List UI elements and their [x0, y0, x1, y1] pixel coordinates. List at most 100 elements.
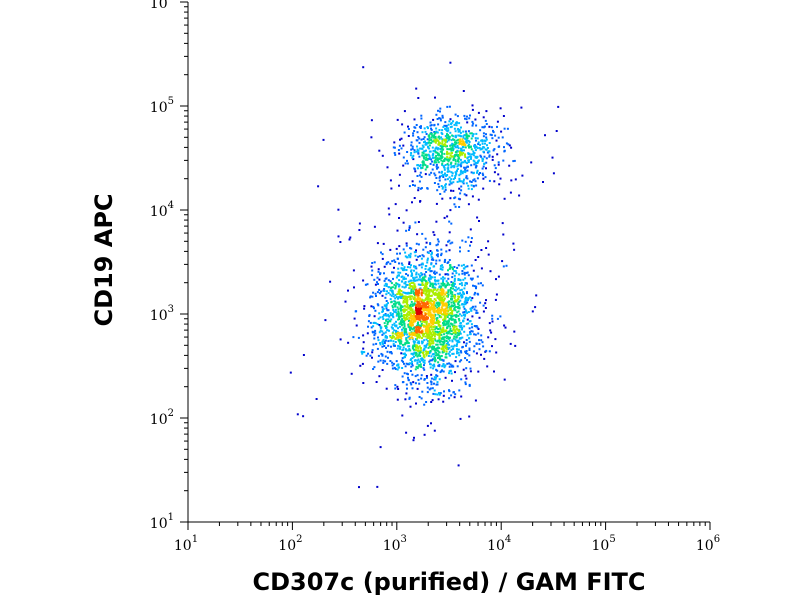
event-point [414, 338, 417, 341]
event-point [426, 138, 429, 141]
event-point [441, 142, 444, 145]
event-point [394, 324, 396, 327]
event-point [324, 319, 327, 322]
event-point [464, 282, 467, 284]
event-point [469, 155, 472, 158]
event-point [452, 120, 454, 123]
event-point [471, 153, 474, 156]
event-point [497, 161, 500, 164]
event-point [492, 131, 495, 134]
event-point [397, 308, 400, 311]
event-point [402, 315, 405, 318]
event-point [407, 349, 410, 352]
event-point [439, 371, 442, 374]
event-point [443, 333, 446, 336]
event-point [428, 330, 431, 333]
event-point [394, 304, 397, 307]
event-point [454, 130, 457, 133]
event-point [373, 261, 376, 264]
event-point [424, 267, 427, 270]
event-point [467, 311, 470, 313]
event-point [412, 281, 415, 284]
event-point [418, 364, 421, 367]
event-point [458, 283, 461, 285]
event-point [441, 307, 444, 310]
event-point [459, 158, 462, 161]
event-point [403, 325, 406, 328]
event-point [434, 305, 437, 308]
event-point [417, 278, 420, 281]
event-point [399, 271, 402, 274]
event-point [425, 241, 428, 244]
event-point [482, 174, 485, 177]
event-point [448, 220, 451, 223]
event-point [453, 155, 456, 158]
event-point [427, 314, 430, 317]
event-point [456, 341, 459, 344]
event-point [472, 184, 475, 187]
event-point [465, 166, 468, 169]
event-point [353, 317, 356, 320]
event-point [398, 292, 401, 295]
event-point [509, 342, 512, 345]
event-point [453, 283, 456, 285]
event-point [461, 239, 464, 242]
event-point [437, 282, 440, 285]
event-point [454, 329, 457, 332]
event-point [394, 341, 397, 343]
event-point [459, 246, 461, 249]
event-point [370, 136, 373, 139]
event-point [474, 118, 477, 121]
event-point [422, 302, 425, 304]
event-point [463, 166, 466, 169]
event-point [461, 303, 464, 305]
event-point [433, 136, 435, 139]
event-point [422, 361, 425, 364]
event-point [430, 332, 432, 335]
event-point [444, 164, 447, 166]
event-point [394, 203, 397, 206]
event-point [390, 282, 393, 285]
event-point [441, 348, 444, 351]
event-point [460, 147, 462, 150]
event-point [391, 291, 394, 294]
event-point [463, 271, 466, 274]
event-point [398, 340, 401, 343]
event-point [417, 97, 420, 99]
event-point [371, 295, 374, 298]
event-point [436, 189, 439, 192]
event-point [339, 241, 342, 243]
event-point [497, 275, 500, 278]
event-point [374, 283, 377, 286]
event-point [440, 309, 443, 312]
event-point [482, 187, 485, 190]
event-point [417, 340, 420, 343]
event-point [398, 274, 400, 277]
event-point [456, 299, 459, 302]
event-point [396, 347, 399, 350]
event-point [465, 299, 468, 302]
event-point [530, 161, 533, 164]
event-point [374, 332, 377, 335]
event-point [431, 282, 434, 285]
event-point [424, 168, 427, 171]
event-point [472, 154, 475, 157]
event-point [370, 119, 373, 122]
event-point [444, 304, 447, 307]
event-point [381, 341, 384, 344]
event-point [447, 137, 450, 140]
y-tick-label: 103 [150, 304, 174, 324]
event-point [463, 311, 466, 313]
event-point [432, 328, 435, 331]
event-point [364, 283, 367, 286]
event-point [438, 393, 441, 396]
event-point [409, 324, 412, 327]
event-point [432, 367, 435, 370]
event-point [466, 162, 469, 165]
event-point [437, 301, 440, 304]
event-point [427, 279, 430, 281]
event-point [418, 264, 421, 267]
event-point [453, 314, 456, 317]
event-point [418, 308, 421, 311]
event-point [430, 355, 433, 358]
